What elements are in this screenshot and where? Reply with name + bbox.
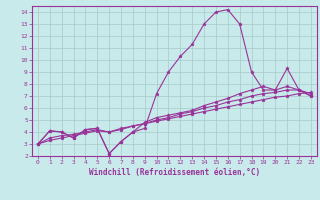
X-axis label: Windchill (Refroidissement éolien,°C): Windchill (Refroidissement éolien,°C) <box>89 168 260 177</box>
